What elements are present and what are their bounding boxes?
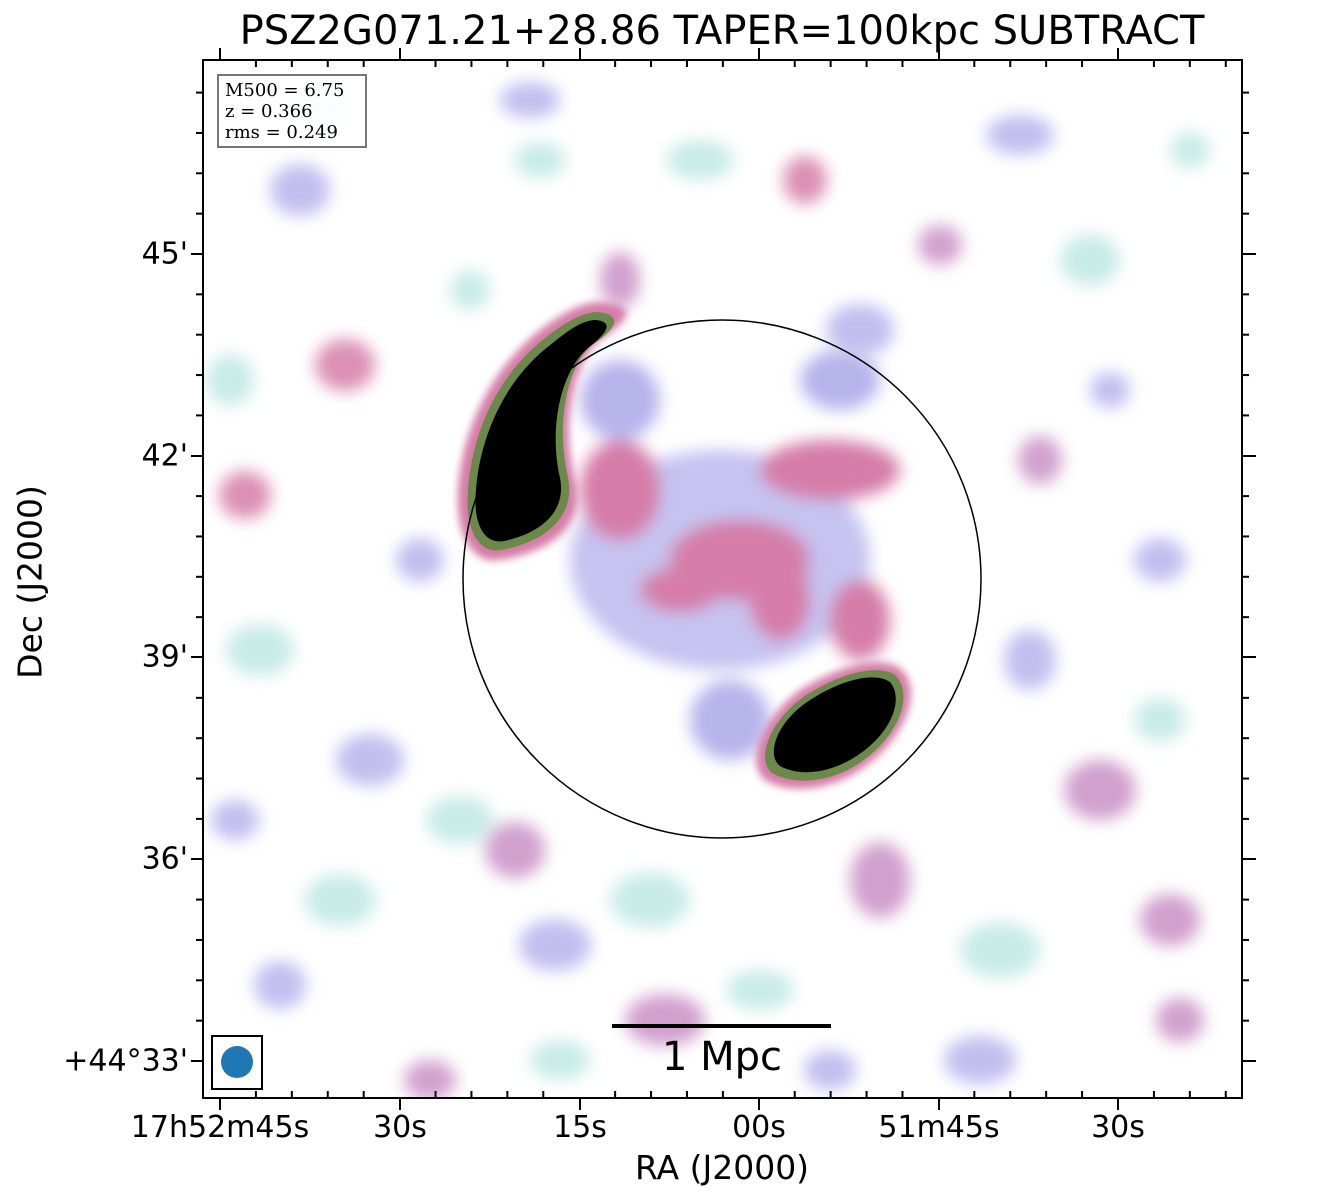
x-tick-label: 30s	[1091, 1110, 1145, 1145]
relic-north-west	[457, 302, 627, 561]
rms-text: rms = 0.249	[225, 122, 338, 143]
scale-bar	[612, 1024, 831, 1028]
y-tick-label: 42'	[141, 438, 188, 474]
beam-ellipse	[221, 1046, 253, 1078]
x-tick-label: 00s	[732, 1110, 786, 1145]
noise-emission	[206, 82, 1210, 1098]
x-tick-label: 15s	[553, 1110, 607, 1145]
y-tick-label: 39'	[141, 639, 188, 675]
scale-bar-label: 1 Mpc	[661, 1034, 783, 1080]
y-axis-label: Dec (J2000)	[10, 485, 50, 679]
radio-image	[203, 60, 1242, 1098]
figure-title: PSZ2G071.21+28.86 TAPER=100kpc SUBTRACT	[239, 8, 1205, 54]
relic-south-east	[756, 662, 911, 789]
cluster-info-box: M500 = 6.75 z = 0.366 rms = 0.249	[217, 74, 367, 148]
x-tick-label: 51m45s	[878, 1110, 1000, 1145]
m500-text: M500 = 6.75	[225, 80, 345, 101]
x-tick-label: 30s	[373, 1110, 427, 1145]
y-tick-label: +44°33'	[63, 1043, 188, 1079]
y-tick-label: 36'	[141, 841, 188, 877]
x-tick-label: 17h52m45s	[130, 1110, 310, 1145]
tick-marks	[191, 48, 1256, 1110]
halo-emission	[570, 350, 900, 760]
r500-circle	[462, 319, 982, 839]
redshift-text: z = 0.366	[225, 101, 313, 122]
y-tick-label: 45'	[141, 236, 188, 272]
x-axis-label: RA (J2000)	[634, 1148, 810, 1187]
